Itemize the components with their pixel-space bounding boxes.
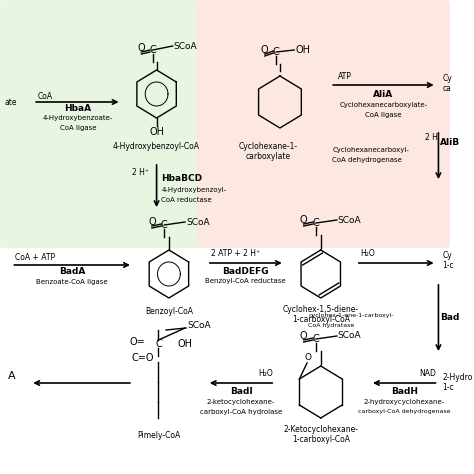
- Text: Benzoyl-CoA: Benzoyl-CoA: [145, 308, 193, 317]
- Text: O: O: [300, 215, 308, 225]
- Text: 1-c: 1-c: [442, 261, 454, 270]
- Text: 2-ketocyclohexane-: 2-ketocyclohexane-: [207, 399, 275, 405]
- Text: BadH: BadH: [391, 388, 418, 396]
- Text: CoA ligase: CoA ligase: [60, 125, 96, 131]
- Text: CoA dehydrogenase: CoA dehydrogenase: [332, 157, 402, 163]
- Text: CoA hydratase: CoA hydratase: [309, 323, 355, 328]
- Text: HbaBCD: HbaBCD: [161, 173, 202, 182]
- Text: O: O: [148, 217, 155, 227]
- Text: SCoA: SCoA: [173, 42, 197, 51]
- Text: 4-Hydroxybenzoyl-CoA: 4-Hydroxybenzoyl-CoA: [113, 142, 200, 151]
- Text: Cy: Cy: [442, 250, 452, 259]
- Text: SCoA: SCoA: [186, 218, 210, 227]
- Text: 4-Hydroxybenzoate-: 4-Hydroxybenzoate-: [43, 115, 113, 121]
- Text: 4-Hydroxybenzoyl-: 4-Hydroxybenzoyl-: [161, 187, 227, 193]
- Text: OH: OH: [149, 127, 164, 137]
- Text: Cyclohex-1,5-diene-: Cyclohex-1,5-diene-: [283, 306, 359, 315]
- Text: carboxyl-CoA dehydrogenase: carboxyl-CoA dehydrogenase: [358, 410, 450, 414]
- Text: AliA: AliA: [373, 90, 393, 99]
- Text: C: C: [161, 220, 167, 230]
- Text: ate: ate: [5, 98, 17, 107]
- Text: cyclohex-1-ene-1-carboxyl-: cyclohex-1-ene-1-carboxyl-: [309, 313, 394, 319]
- Text: C=O: C=O: [131, 353, 154, 363]
- Text: Cy: Cy: [442, 73, 452, 82]
- Text: Pimely-CoA: Pimely-CoA: [137, 431, 180, 440]
- Text: carboxylate: carboxylate: [246, 152, 291, 161]
- Text: H₂O: H₂O: [258, 368, 273, 377]
- Text: Cyclohexane-1-: Cyclohexane-1-: [239, 142, 298, 151]
- FancyBboxPatch shape: [0, 0, 197, 248]
- Text: C: C: [313, 334, 319, 344]
- Text: Bad: Bad: [440, 313, 460, 322]
- Text: CoA + ATP: CoA + ATP: [15, 253, 55, 262]
- Text: SCoA: SCoA: [338, 331, 362, 340]
- Text: NAD: NAD: [419, 368, 437, 377]
- FancyBboxPatch shape: [196, 0, 450, 248]
- Text: 2-Ketocyclohexane-: 2-Ketocyclohexane-: [283, 426, 358, 435]
- Text: CoA: CoA: [38, 91, 53, 100]
- Text: O: O: [261, 45, 269, 55]
- Text: Cyclohexanecarboxylate-: Cyclohexanecarboxylate-: [339, 102, 428, 108]
- Text: O: O: [300, 331, 308, 341]
- Text: O=: O=: [129, 337, 145, 347]
- Text: OH: OH: [177, 339, 192, 349]
- Text: C: C: [313, 218, 319, 228]
- Text: 2 H: 2 H: [425, 133, 438, 142]
- Text: SCoA: SCoA: [187, 320, 210, 329]
- Text: 1-carboxyl-CoA: 1-carboxyl-CoA: [292, 436, 350, 445]
- Text: BadDEFG: BadDEFG: [222, 266, 269, 275]
- Text: ATP: ATP: [338, 72, 352, 81]
- Text: C: C: [155, 339, 162, 349]
- Text: CoA ligase: CoA ligase: [365, 112, 401, 118]
- Text: 2-hydroxycyclohexane-: 2-hydroxycyclohexane-: [364, 399, 445, 405]
- Text: O: O: [304, 353, 311, 362]
- Text: H₂O: H₂O: [361, 249, 375, 258]
- Text: AliB: AliB: [440, 137, 460, 146]
- Text: SCoA: SCoA: [338, 216, 362, 225]
- Text: CoA reductase: CoA reductase: [161, 197, 212, 203]
- Text: HbaA: HbaA: [64, 103, 91, 112]
- Text: C: C: [273, 47, 280, 57]
- Text: 2-Hydro: 2-Hydro: [442, 374, 473, 383]
- Text: Benzoyl-CoA reductase: Benzoyl-CoA reductase: [205, 278, 286, 284]
- Text: BadI: BadI: [230, 388, 253, 396]
- Text: Cyclohexanecarboxyl-: Cyclohexanecarboxyl-: [332, 147, 409, 153]
- Text: O: O: [137, 43, 145, 53]
- Text: 2 H⁺: 2 H⁺: [132, 167, 149, 176]
- Text: BadA: BadA: [59, 267, 85, 276]
- Text: carboxyl-CoA hydrolase: carboxyl-CoA hydrolase: [200, 409, 282, 415]
- Text: 1-carboxyl-CoA: 1-carboxyl-CoA: [292, 316, 350, 325]
- Text: C: C: [149, 45, 156, 55]
- Text: Benzoate-CoA ligase: Benzoate-CoA ligase: [36, 279, 108, 285]
- Text: OH: OH: [295, 45, 310, 55]
- Text: A: A: [8, 371, 15, 381]
- Text: ca: ca: [442, 83, 451, 92]
- Text: 2 ATP + 2 H⁺: 2 ATP + 2 H⁺: [210, 249, 260, 258]
- Text: 1-c: 1-c: [442, 383, 454, 392]
